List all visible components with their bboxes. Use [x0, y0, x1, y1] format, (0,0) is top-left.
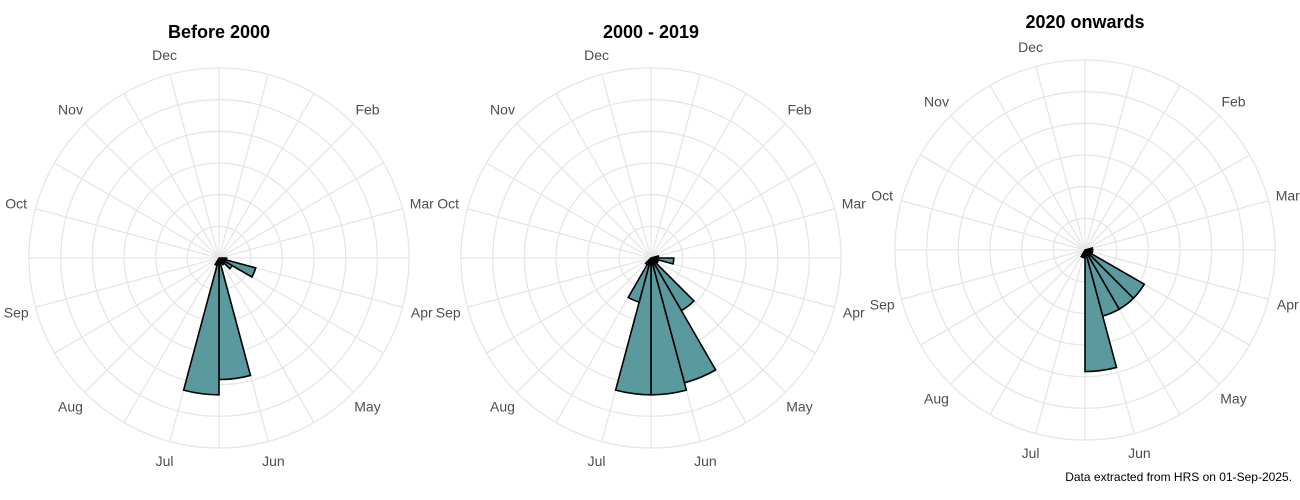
grid-spoke: [650, 123, 786, 259]
grid-spoke: [123, 257, 220, 423]
month-label-sep: Sep: [4, 304, 29, 320]
month-label-dec: Dec: [1018, 39, 1043, 55]
month-label-jul: Jul: [588, 453, 606, 469]
grid-spoke: [169, 74, 220, 259]
grid-spoke: [84, 123, 220, 259]
grid-spoke: [35, 208, 220, 259]
bars: [614, 255, 717, 396]
month-label-may: May: [1220, 391, 1246, 407]
month-label-oct: Oct: [871, 188, 893, 204]
grid-spoke: [123, 93, 220, 259]
bar-bin-11: [218, 257, 252, 381]
month-label-aug: Aug: [924, 391, 949, 407]
bar-bin-11: [1084, 249, 1118, 373]
chart-title: Before 2000: [168, 22, 270, 42]
grid-spoke: [218, 162, 384, 259]
month-label-jun: Jun: [262, 453, 285, 469]
month-label-sep: Sep: [436, 304, 461, 320]
month-label-apr: Apr: [843, 304, 865, 320]
grid-spoke: [601, 74, 652, 259]
grid-spoke: [989, 85, 1086, 251]
grid-spoke: [218, 257, 315, 423]
bar-bin-13: [214, 257, 220, 267]
month-label-feb: Feb: [1221, 94, 1245, 110]
grid-spoke: [1035, 249, 1086, 434]
grid-spoke: [467, 257, 652, 308]
grid-spoke: [1084, 200, 1269, 251]
bar-bin-14: [644, 257, 652, 266]
month-label-mar: Mar: [1276, 188, 1300, 204]
grid-spoke: [486, 162, 652, 259]
month-label-jun: Jun: [1128, 445, 1151, 461]
month-label-dec: Dec: [584, 47, 609, 63]
grid-spoke: [1084, 154, 1250, 251]
month-label-oct: Oct: [5, 196, 27, 212]
grid-spoke: [467, 208, 652, 259]
grid-spoke: [218, 74, 269, 259]
month-label-aug: Aug: [58, 399, 83, 415]
grid-spoke: [555, 93, 652, 259]
data-source-caption: Data extracted from HRS on 01-Sep-2025.: [1065, 470, 1292, 484]
month-label-may: May: [354, 399, 380, 415]
month-label-mar: Mar: [842, 196, 866, 212]
grid-spoke: [920, 154, 1086, 251]
month-label-sep: Sep: [870, 296, 895, 312]
bar-bin-13: [1080, 249, 1086, 259]
grid-spoke: [218, 208, 403, 259]
month-label-jul: Jul: [1022, 445, 1040, 461]
grid-spoke: [35, 257, 220, 308]
month-label-aug: Aug: [490, 399, 515, 415]
bar-bin-9: [218, 257, 226, 266]
bars: [182, 257, 257, 396]
grid-spoke: [1084, 85, 1181, 251]
grid-spoke: [901, 200, 1086, 251]
chart-title: 2000 - 2019: [603, 22, 699, 42]
grid-spoke: [1084, 115, 1220, 251]
month-label-nov: Nov: [58, 102, 83, 118]
grid-spoke: [218, 93, 315, 259]
grid-spoke: [650, 208, 835, 259]
month-label-apr: Apr: [1277, 296, 1299, 312]
month-label-dec: Dec: [152, 47, 177, 63]
chart-panel-2000-2019: 2000 - 2019 Feb Mar Apr May Jun Jul Aug Sep Oct N…: [436, 22, 866, 469]
grid-spoke: [950, 249, 1086, 385]
grid-spoke: [650, 257, 816, 354]
grid-spoke: [516, 123, 652, 259]
grid-spoke: [486, 257, 652, 354]
month-label-nov: Nov: [924, 94, 949, 110]
grid-spoke: [901, 249, 1086, 300]
grid-spoke: [650, 257, 835, 308]
grid-spoke: [950, 115, 1086, 251]
month-label-feb: Feb: [355, 102, 379, 118]
grid-spoke: [84, 257, 220, 393]
grid-spoke: [650, 93, 747, 259]
chart-panel-before-2000: Before 2000 Feb Mar Apr May Jun Jul Aug Sep Oct N…: [4, 22, 434, 469]
grid-spoke: [989, 249, 1086, 415]
month-label-may: May: [786, 399, 812, 415]
grid-spoke: [1035, 66, 1086, 251]
month-label-mar: Mar: [410, 196, 434, 212]
grid-spoke: [218, 257, 354, 393]
month-label-nov: Nov: [490, 102, 515, 118]
grid-spoke: [1084, 249, 1269, 300]
bars: [1080, 247, 1146, 373]
month-label-oct: Oct: [437, 196, 459, 212]
month-label-apr: Apr: [411, 304, 433, 320]
grid-spoke: [920, 249, 1086, 346]
grid-spoke: [516, 257, 652, 393]
bar-bin-13: [627, 257, 652, 304]
grid-spoke: [218, 123, 354, 259]
chart-title: 2020 onwards: [1025, 12, 1144, 32]
grid-spoke: [54, 162, 220, 259]
month-label-jun: Jun: [694, 453, 717, 469]
grid-spoke: [650, 162, 816, 259]
grid-spoke: [54, 257, 220, 354]
chart-panel-2020-onwards: 2020 onwards Feb Mar Apr May Jun Jul Aug Sep Oct…: [870, 12, 1300, 461]
bar-bin-12: [182, 257, 220, 396]
grid-spoke: [650, 74, 701, 259]
month-label-jul: Jul: [156, 453, 174, 469]
grid-spoke: [1084, 66, 1135, 251]
month-label-feb: Feb: [787, 102, 811, 118]
